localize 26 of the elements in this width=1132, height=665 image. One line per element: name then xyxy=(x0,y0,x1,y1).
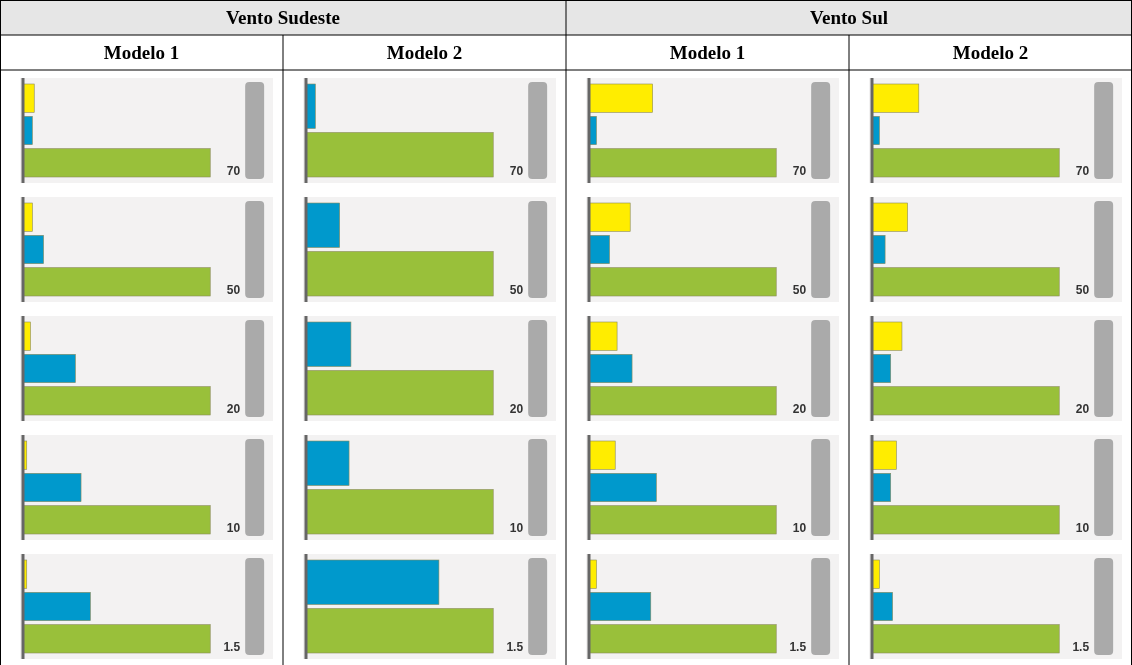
text: Vento Sul xyxy=(810,7,888,28)
text: 10 xyxy=(226,521,241,535)
text: 1.5 xyxy=(506,640,524,654)
text: 20 xyxy=(509,402,524,416)
text: 1.5 xyxy=(1072,640,1090,654)
text: 20 xyxy=(792,402,807,416)
text: 10 xyxy=(1075,521,1090,535)
text: Vento Sudeste xyxy=(226,7,340,28)
text: 1.5 xyxy=(789,640,807,654)
text: 20 xyxy=(226,402,241,416)
text: 50 xyxy=(1075,283,1090,297)
text: 20 xyxy=(1075,402,1090,416)
text: 10 xyxy=(792,521,807,535)
text: 70 xyxy=(1075,164,1090,178)
text: 10 xyxy=(509,521,524,535)
text: 70 xyxy=(509,164,524,178)
text: 1.5 xyxy=(223,640,241,654)
text: 70 xyxy=(792,164,807,178)
text: 50 xyxy=(792,283,807,297)
text: 50 xyxy=(509,283,524,297)
text: 70 xyxy=(226,164,241,178)
text: Modelo 2 xyxy=(952,42,1029,63)
text: Modelo 2 xyxy=(386,42,463,63)
text: Modelo 1 xyxy=(669,42,746,63)
text: Modelo 1 xyxy=(103,42,180,63)
text: 50 xyxy=(226,283,241,297)
